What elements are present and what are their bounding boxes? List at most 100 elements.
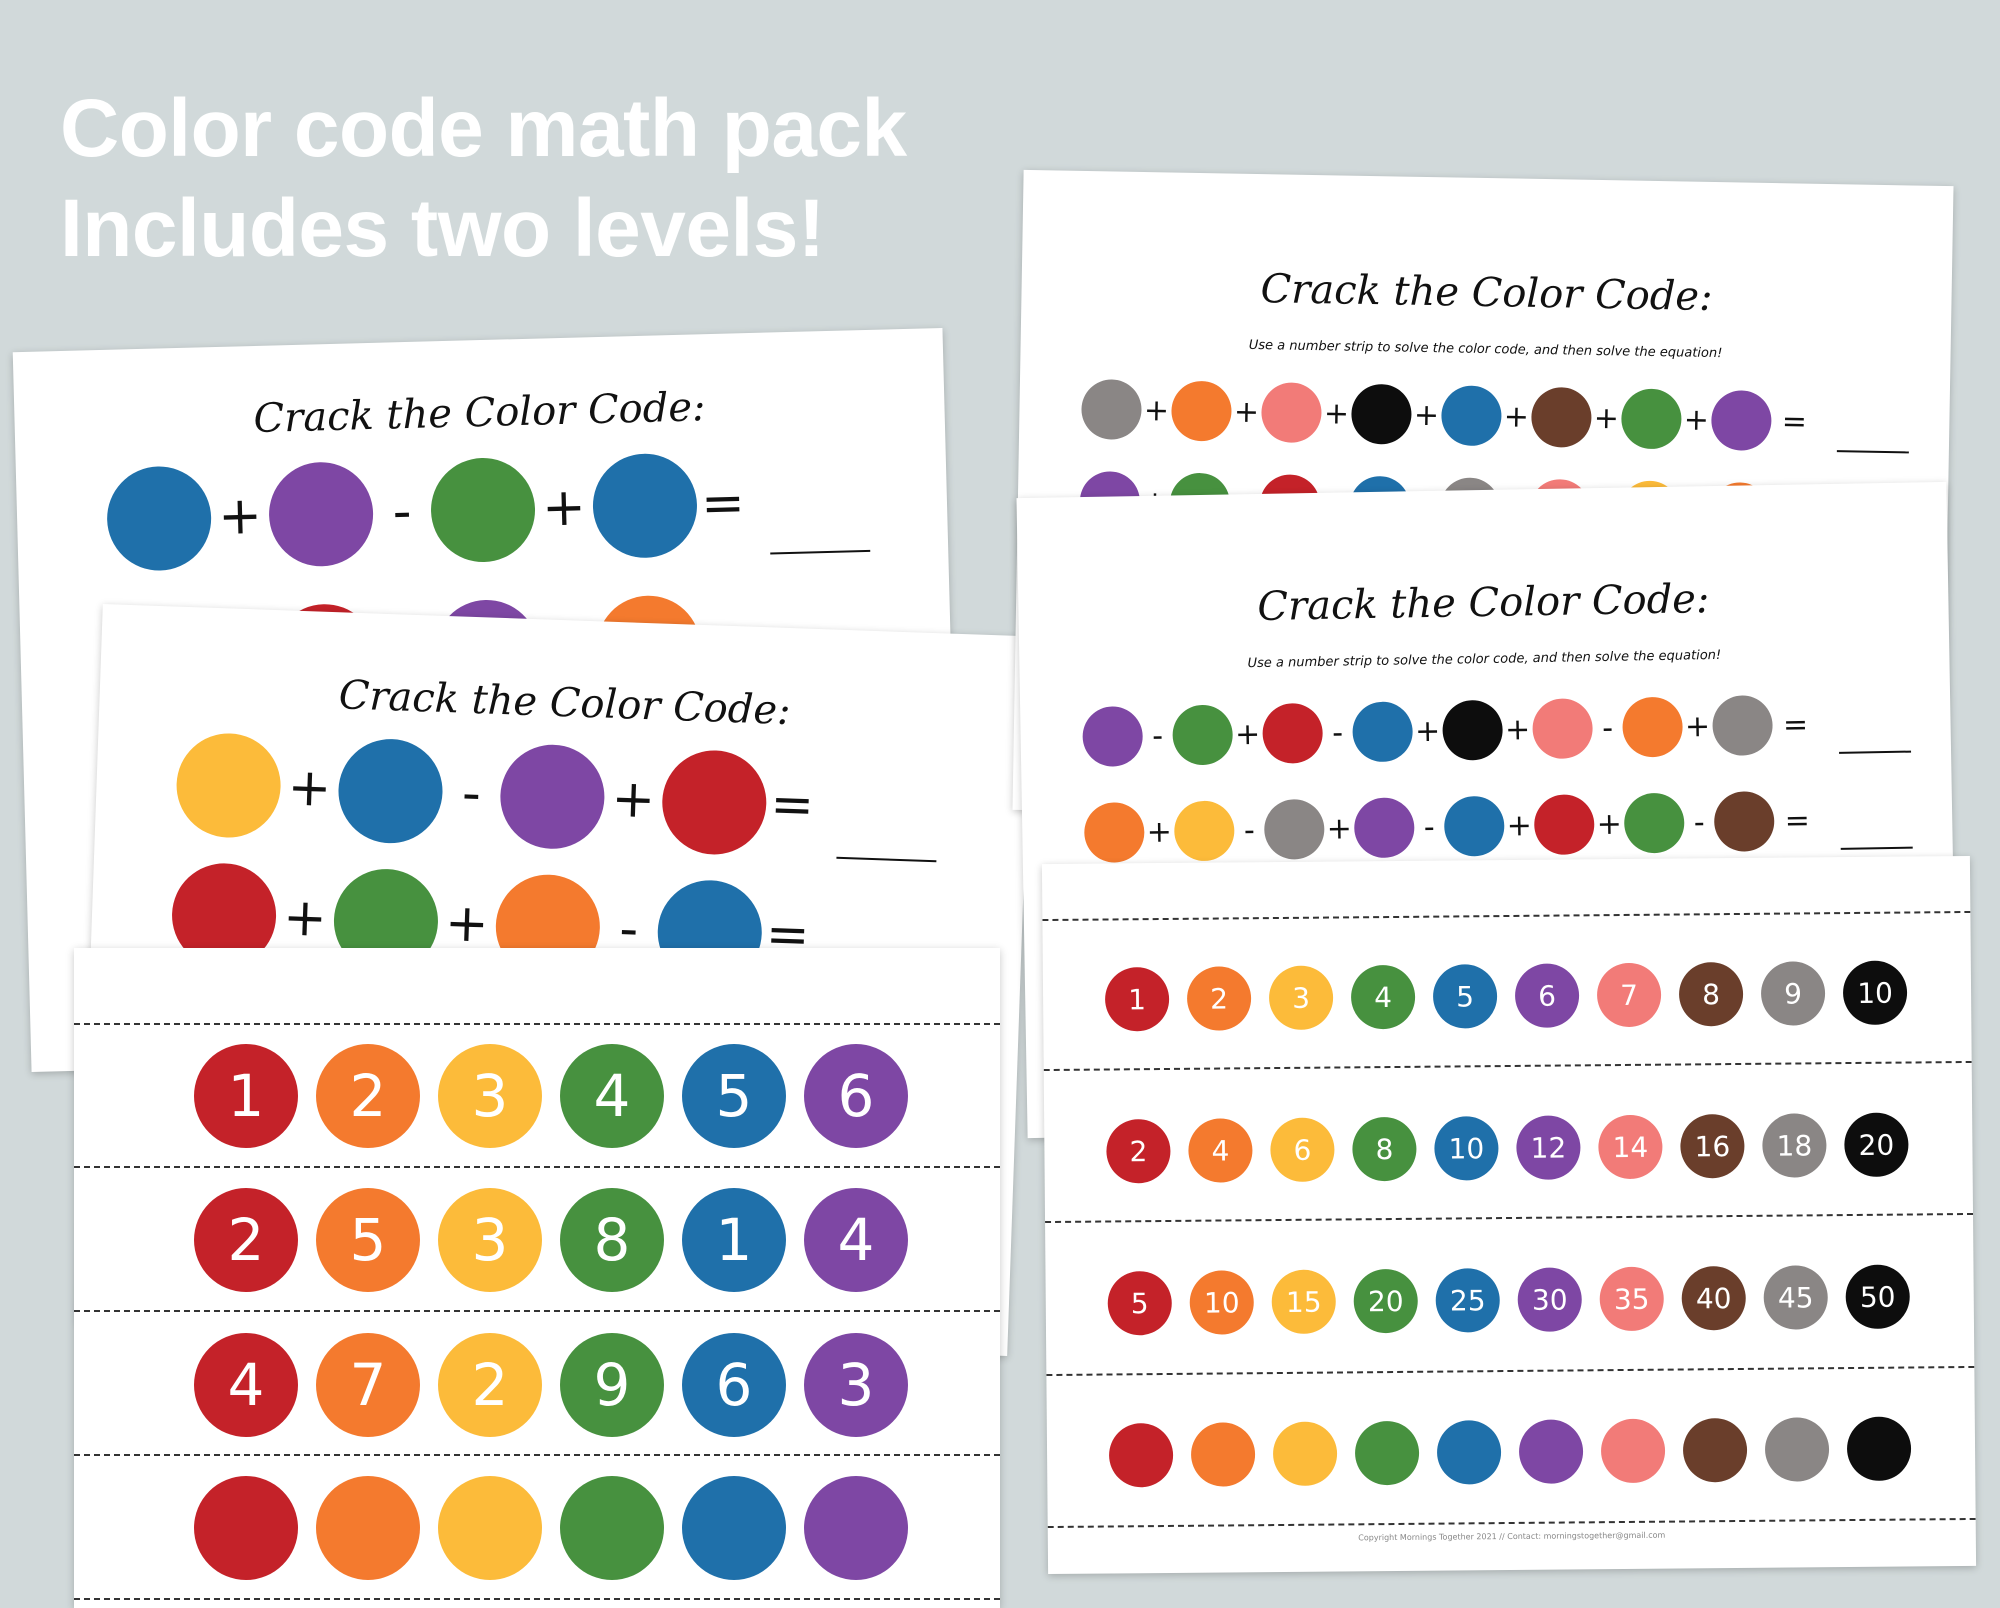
headline-line-2: Includes two levels!: [60, 183, 825, 274]
number-dot: 9: [560, 1333, 664, 1437]
number-dot: 6: [682, 1333, 786, 1437]
plus-sign: +: [444, 893, 490, 955]
black-color-dot: [1350, 383, 1412, 445]
number-dot: 45: [1763, 1265, 1829, 1330]
yellow-color-dot: [174, 731, 283, 840]
green-color-dot: [1172, 704, 1234, 766]
answer-blank: [836, 752, 941, 863]
cut-line: [1045, 1212, 1974, 1224]
blue-color-dot: [1352, 701, 1414, 763]
red-color-dot: [1262, 702, 1324, 764]
number-dot: 1: [194, 1044, 298, 1148]
number-dot: 3: [804, 1333, 908, 1437]
plus-sign: +: [1683, 401, 1710, 438]
purple-color-dot: [1710, 389, 1772, 452]
number-dot: 7: [1596, 962, 1662, 1028]
number-dot: 18: [1762, 1113, 1827, 1178]
answer-blank: [767, 445, 871, 555]
cut-line: [74, 1454, 1000, 1456]
number-dot: 10: [1189, 1270, 1255, 1335]
number-dot: 40: [1681, 1265, 1747, 1331]
number-dot: 2: [1186, 966, 1252, 1031]
number-dot: 20: [1353, 1268, 1419, 1334]
purple-color-dot: [1353, 797, 1415, 859]
plus-sign: +: [282, 887, 328, 949]
gray-color-dot: [1263, 798, 1325, 860]
minus-sign: -: [1331, 715, 1344, 751]
number-dot: [194, 1476, 298, 1580]
number-dot: 2: [316, 1044, 420, 1148]
number-dot: 16: [1680, 1113, 1745, 1179]
number-dot: 1: [682, 1188, 786, 1292]
plus-sign: +: [1234, 716, 1261, 752]
number-dot: 7: [316, 1333, 420, 1437]
equals-sign: =: [700, 473, 746, 535]
number-dot: [438, 1476, 542, 1580]
red-color-dot: [660, 748, 769, 857]
number-dot: [1436, 1420, 1502, 1485]
equation-row: + + + + + + + =: [1080, 378, 1910, 454]
number-dot: [1518, 1419, 1584, 1484]
plus-sign: +: [1684, 708, 1711, 745]
number-dot: 10: [1434, 1116, 1499, 1181]
number-dot: 5: [316, 1188, 420, 1292]
equals-sign: =: [769, 774, 816, 836]
blue-color-dot: [105, 465, 213, 572]
cut-line: [1047, 1517, 1976, 1529]
number-dot: 8: [1678, 961, 1744, 1027]
cut-line: [1042, 910, 1971, 922]
plus-sign: +: [1413, 397, 1440, 433]
plus-sign: +: [1414, 713, 1441, 749]
minus-sign: -: [461, 763, 482, 825]
minus-sign: -: [1601, 710, 1614, 746]
purple-color-dot: [267, 460, 375, 568]
worksheet-instructions: Use a number strip to solve the color co…: [1248, 337, 1723, 362]
plus-sign: +: [541, 477, 587, 539]
number-dot: 20: [1844, 1112, 1909, 1178]
blue-color-dot: [1443, 795, 1505, 857]
cut-line: [74, 1166, 1000, 1168]
blue-color-dot: [1440, 385, 1502, 447]
cut-line: [74, 1598, 1000, 1600]
plus-sign: +: [217, 485, 263, 547]
blue-color-dot: [336, 737, 445, 845]
cut-line: [74, 1023, 1000, 1025]
headline-line-1: Color code math pack: [60, 83, 907, 174]
cut-line: [74, 1310, 1000, 1312]
number-dot: 4: [194, 1333, 298, 1437]
red-color-dot: [1533, 794, 1595, 856]
number-dot: [1764, 1417, 1830, 1482]
pink-color-dot: [1532, 698, 1594, 760]
worksheet-title: Crack the Color Code:: [1260, 266, 1713, 320]
worksheet-title: Crack the Color Code:: [252, 384, 707, 443]
number-dot: 3: [438, 1044, 542, 1148]
minus-sign: -: [1693, 804, 1705, 840]
answer-blank: [1839, 786, 1913, 850]
cut-line: [1046, 1365, 1975, 1377]
equation-row: + - + - + + - =: [1083, 786, 1913, 864]
number-dot: 4: [560, 1044, 664, 1148]
plus-sign: +: [1504, 711, 1531, 748]
plus-sign: +: [1323, 395, 1350, 432]
number-dot: [804, 1476, 908, 1580]
plus-sign: +: [1506, 807, 1533, 844]
number-dot: [316, 1476, 420, 1580]
blue-color-dot: [591, 452, 699, 560]
number-dot: 35: [1599, 1266, 1665, 1332]
purple-color-dot: [498, 743, 607, 851]
number-strip-sheet-strips_level2: 1 2 3 4 5 6 7 8 9 10 2 4 6 8 10 12 14 16 18 20 5 10 15 20 25 30 35…: [1041, 855, 1977, 1575]
green-color-dot: [1623, 792, 1685, 854]
yellow-color-dot: [1173, 800, 1235, 862]
gray-color-dot: [1080, 378, 1143, 441]
purple-color-dot: [1082, 706, 1144, 768]
number-dot: 2: [438, 1333, 542, 1437]
number-dot: 14: [1598, 1114, 1663, 1180]
orange-color-dot: [1083, 801, 1145, 864]
equation-row: - + - + + - + =: [1082, 690, 1912, 768]
number-dot: [1354, 1420, 1420, 1486]
number-dot: [1108, 1422, 1174, 1488]
plus-sign: +: [610, 768, 657, 831]
pink-color-dot: [1260, 382, 1322, 444]
